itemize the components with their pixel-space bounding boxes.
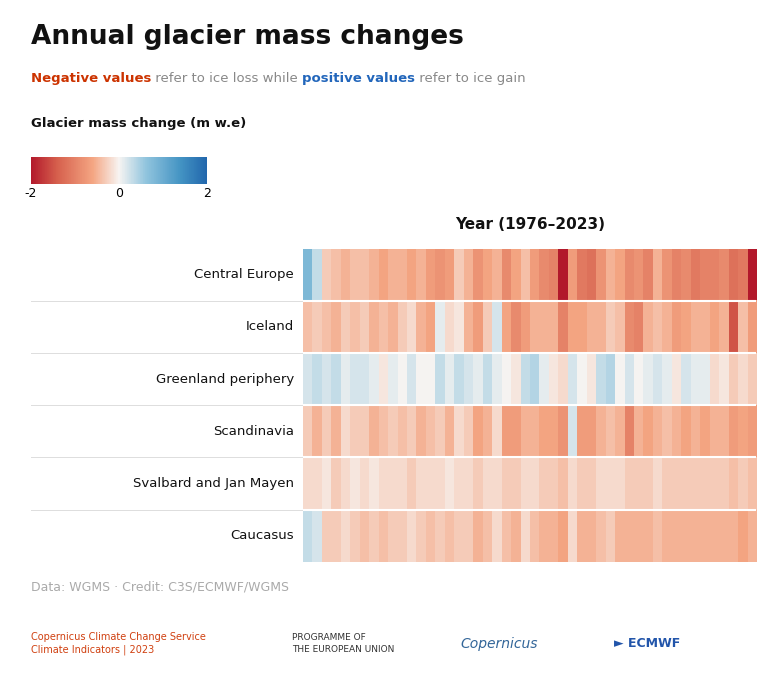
Text: Glacier mass change (m w.e): Glacier mass change (m w.e) bbox=[31, 117, 246, 130]
Text: Iceland: Iceland bbox=[246, 320, 294, 334]
Text: Scandinavia: Scandinavia bbox=[214, 425, 294, 438]
Text: Data: WGMS · Credit: C3S/ECMWF/WGMS: Data: WGMS · Credit: C3S/ECMWF/WGMS bbox=[31, 580, 289, 593]
Text: Annual glacier mass changes: Annual glacier mass changes bbox=[31, 24, 464, 50]
Text: refer to ice loss while: refer to ice loss while bbox=[151, 72, 302, 84]
Text: Copernicus Climate Change Service
Climate Indicators | 2023: Copernicus Climate Change Service Climat… bbox=[31, 632, 206, 655]
Text: Copernicus: Copernicus bbox=[461, 637, 538, 650]
Text: Year (1976–2023): Year (1976–2023) bbox=[455, 217, 605, 232]
Text: Greenland periphery: Greenland periphery bbox=[156, 373, 294, 385]
Text: ► ECMWF: ► ECMWF bbox=[614, 637, 680, 650]
Text: Caucasus: Caucasus bbox=[230, 529, 294, 542]
Text: Negative values: Negative values bbox=[31, 72, 151, 84]
Text: Svalbard and Jan Mayen: Svalbard and Jan Mayen bbox=[133, 477, 294, 490]
Text: Central Europe: Central Europe bbox=[194, 268, 294, 281]
Text: PROGRAMME OF
THE EUROPEAN UNION: PROGRAMME OF THE EUROPEAN UNION bbox=[292, 633, 394, 654]
Text: positive values: positive values bbox=[302, 72, 415, 84]
Text: refer to ice gain: refer to ice gain bbox=[415, 72, 526, 84]
